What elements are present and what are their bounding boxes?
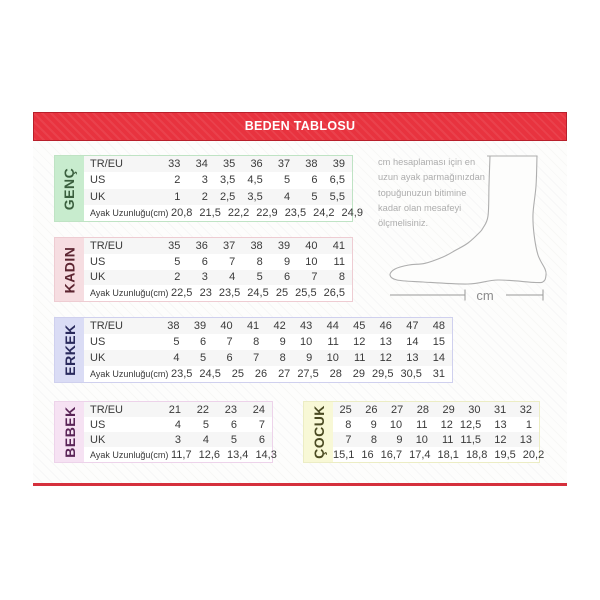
- svg-text:cm: cm: [476, 288, 493, 303]
